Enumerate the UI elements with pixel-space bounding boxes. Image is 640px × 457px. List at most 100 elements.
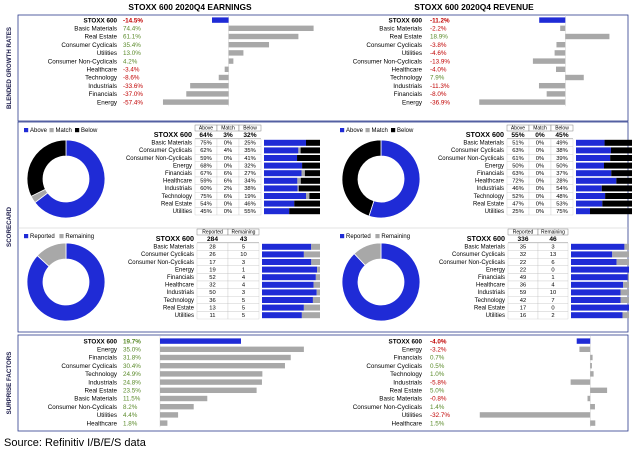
stack-utilities-below — [590, 208, 632, 215]
data-label-technology: 1.0% — [430, 371, 445, 378]
cell-basic-materials-reported: 35 — [520, 245, 526, 251]
revenue-title: STOXX 600 2020Q4 REVENUE — [414, 2, 534, 12]
data-label-financials: -8.0% — [430, 91, 447, 98]
category-label-stoxx-600: STOXX 600 — [84, 17, 118, 24]
stack-energy-remaining — [317, 266, 320, 273]
row-label-industrials: Industrials — [478, 290, 505, 296]
scorecard-frame — [17, 121, 629, 333]
category-label-consumer-cyclicals: Consumer Cyclicals — [61, 42, 117, 49]
cell-energy-reported: 22 — [520, 267, 526, 273]
data-label-consumer-non-cyclicals: 1.4% — [430, 404, 445, 411]
category-label-healthcare: Healthcare — [392, 67, 423, 74]
data-label-basic-materials: -0.8% — [430, 396, 447, 403]
cell-consumer-cyclicals-above: 63% — [512, 148, 524, 154]
total-below: 32% — [243, 132, 256, 139]
total-label: STOXX 600 — [156, 234, 194, 243]
header-below: Below — [243, 126, 257, 132]
cell-consumer-non-cyclicals-below: 41% — [244, 156, 256, 162]
cell-utilities-reported: 16 — [520, 313, 526, 319]
slice-below — [26, 139, 67, 197]
cell-consumer-cyclicals-reported: 32 — [520, 252, 526, 258]
data-label-financials: 0.7% — [430, 355, 445, 362]
legend-label-below: Below — [397, 128, 414, 134]
stack-utilities-reported — [262, 312, 302, 319]
bar-consumer-non-cyclicals — [590, 403, 595, 410]
category-label-industrials: Industrials — [88, 379, 117, 386]
row-label-real-estate: Real Estate — [473, 201, 505, 207]
cell-consumer-cyclicals-remaining: 10 — [240, 252, 246, 258]
cell-basic-materials-remaining: 5 — [242, 245, 245, 251]
stack-financials-below — [611, 170, 632, 177]
category-label-energy: Energy — [97, 99, 118, 106]
stack-consumer-cyclicals-reported — [262, 251, 304, 258]
stack-healthcare-reported — [571, 281, 624, 288]
stack-consumer-cyclicals-below — [610, 147, 632, 154]
row-label-consumer-non-cyclicals: Consumer Non-Cyclicals — [126, 156, 192, 162]
cell-healthcare-above: 72% — [512, 179, 524, 185]
cell-healthcare-below: 34% — [244, 179, 256, 185]
stack-healthcare-above — [576, 177, 617, 184]
stack-consumer-non-cyclicals-reported — [262, 259, 312, 265]
bar-energy — [162, 99, 229, 105]
bar-consumer-non-cyclicals — [160, 403, 194, 410]
cell-industrials-remaining: 3 — [242, 290, 245, 296]
slice-above — [368, 139, 421, 219]
bar-consumer-cyclicals — [590, 362, 592, 369]
stack-real-estate-remaining — [303, 304, 320, 311]
stack-healthcare-remaining — [623, 281, 629, 288]
cell-consumer-non-cyclicals-remaining: 6 — [551, 260, 554, 266]
cell-energy-remaining: 1 — [242, 267, 245, 273]
total-remaining: 46 — [549, 236, 557, 243]
cell-utilities-above: 45% — [200, 209, 212, 215]
data-label-technology: 7.9% — [430, 75, 445, 82]
row-label-technology: Technology — [162, 194, 192, 200]
data-label-consumer-non-cyclicals: -13.9% — [430, 58, 450, 65]
data-label-energy: -36.9% — [430, 99, 450, 106]
cell-utilities-below: 75% — [556, 209, 568, 215]
data-label-energy: 35.0% — [123, 347, 141, 354]
total-above: 55% — [511, 132, 524, 139]
bar-consumer-cyclicals — [160, 362, 285, 369]
stack-basic-materials-reported — [262, 243, 312, 250]
cell-healthcare-below: 28% — [556, 179, 568, 185]
cell-basic-materials-below: 49% — [556, 141, 568, 147]
row-label-consumer-non-cyclicals: Consumer Non-Cyclicals — [438, 156, 504, 162]
cell-basic-materials-match: 0% — [224, 141, 232, 147]
category-label-technology: Technology — [390, 75, 423, 82]
stack-consumer-cyclicals-reported — [571, 251, 613, 258]
cell-technology-above: 75% — [200, 194, 212, 200]
bar-industrials — [570, 379, 591, 385]
cell-consumer-cyclicals-remaining: 13 — [550, 252, 556, 258]
row-label-consumer-cyclicals: Consumer Cyclicals — [452, 252, 505, 258]
header-remaining: Remaining — [541, 230, 565, 236]
cell-basic-materials-reported: 28 — [209, 245, 215, 251]
cell-technology-below: 48% — [556, 194, 568, 200]
header-cell — [227, 228, 260, 236]
cell-energy-above: 68% — [200, 163, 212, 169]
category-label-basic-materials: Basic Materials — [74, 26, 117, 33]
legend-swatch-remaining — [59, 234, 64, 239]
data-label-industrials: -33.6% — [123, 83, 143, 90]
bar-consumer-non-cyclicals — [228, 58, 234, 64]
bar-real-estate — [228, 33, 299, 40]
category-label-energy: Energy — [97, 347, 118, 354]
stack-financials-reported — [571, 274, 628, 281]
data-label-consumer-non-cyclicals: 8.2% — [123, 404, 138, 411]
row-label-industrials: Industrials — [477, 186, 504, 192]
header-above: Above — [199, 126, 213, 132]
earnings-reported-legend: Reported Remaining — [24, 234, 94, 240]
bar-technology — [565, 74, 584, 81]
data-label-consumer-non-cyclicals: 4.2% — [123, 58, 138, 65]
stack-consumer-non-cyclicals-below — [610, 155, 632, 161]
section-label-scorecard: SCORECARD — [6, 207, 13, 247]
cell-financials-reported: 52 — [209, 275, 215, 281]
row-label-consumer-cyclicals: Consumer Cyclicals — [139, 148, 192, 154]
cell-industrials-match: 2% — [224, 186, 232, 192]
earnings-reported-donut — [26, 242, 106, 322]
category-label-industrials: Industrials — [393, 83, 422, 90]
header-cell — [537, 228, 569, 236]
category-label-utilities: Utilities — [97, 50, 117, 57]
cell-energy-below: 32% — [244, 163, 256, 169]
cell-real-estate-remaining: 5 — [242, 305, 245, 311]
